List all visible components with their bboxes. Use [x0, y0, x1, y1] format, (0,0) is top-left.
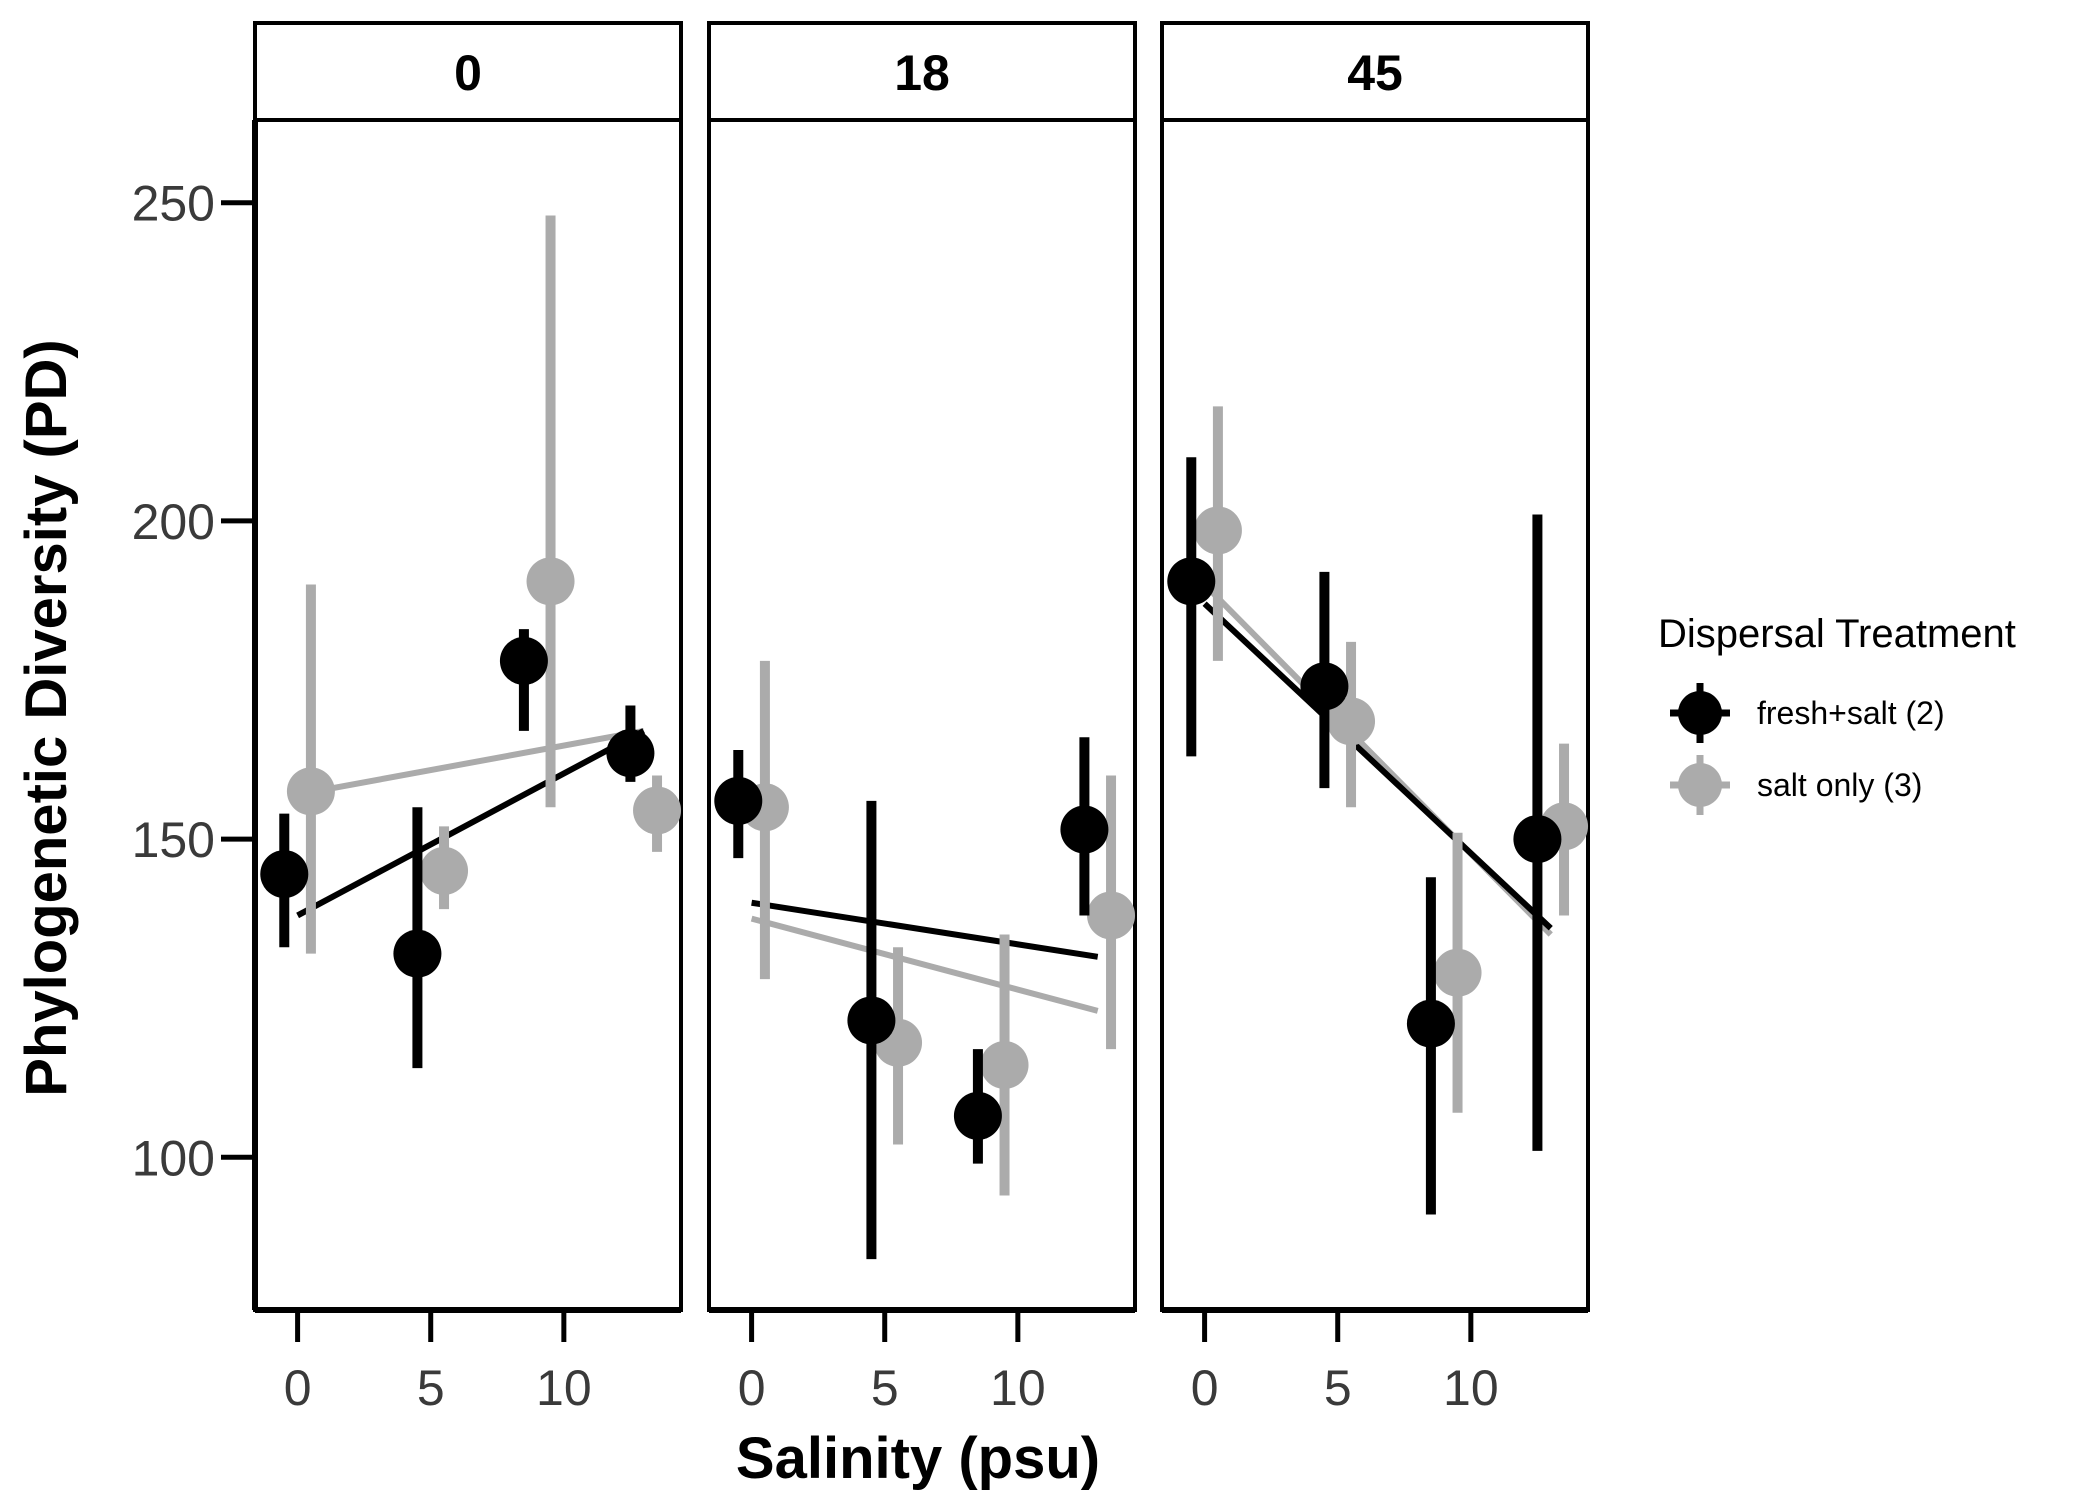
- data-point: [606, 729, 655, 778]
- y-axis-title: Phylogenetic Diversity (PD): [14, 339, 79, 1096]
- data-point: [260, 850, 309, 899]
- facet-strip-label: 0: [454, 45, 482, 101]
- legend-label: salt only (3): [1757, 767, 1922, 803]
- data-point: [1087, 891, 1136, 940]
- fit-line: [750, 915, 1099, 1014]
- facet-panel-45: 45: [1160, 21, 1590, 1312]
- facet-strip: [253, 21, 683, 122]
- data-point: [1327, 697, 1376, 746]
- data-point: [526, 557, 575, 606]
- panels: 0 18 45: [253, 21, 1590, 1312]
- data-point: [633, 786, 682, 835]
- data-point: [1167, 557, 1216, 606]
- x-tick-label: 10: [1443, 1360, 1499, 1416]
- fit-line: [751, 899, 1099, 960]
- data-point: [1300, 662, 1349, 711]
- facet-strip-label: 45: [1347, 45, 1403, 101]
- y-tick-label: 200: [132, 494, 215, 550]
- fit-line: [296, 728, 646, 919]
- legend: Dispersal Treatment fresh+salt (2) salt o…: [1658, 612, 2016, 815]
- fit-line: [297, 727, 645, 798]
- y-tick-label: 150: [132, 812, 215, 868]
- data-point: [393, 929, 442, 978]
- data-point: [1433, 948, 1482, 997]
- y-tick-label: 250: [132, 176, 215, 232]
- legend-title: Dispersal Treatment: [1658, 612, 2016, 656]
- data-point: [1060, 805, 1109, 854]
- legend-key-point: [1678, 691, 1722, 735]
- data-point: [420, 846, 469, 895]
- data-point: [1406, 999, 1455, 1048]
- legend-label: fresh+salt (2): [1757, 695, 1945, 731]
- data-point: [714, 776, 763, 825]
- facet-panel-18: 18: [707, 21, 1137, 1312]
- x-tick-label: 5: [417, 1360, 445, 1416]
- fit-line: [1202, 601, 1553, 931]
- x-axes: 0 5 10 0 5 10 0 5 10: [255, 1307, 1588, 1416]
- x-tick-label: 0: [284, 1360, 312, 1416]
- facet-panel-0: 0: [253, 21, 683, 1312]
- y-axis: 100 150 200 250: [132, 120, 258, 1310]
- data-point: [286, 767, 335, 816]
- facet-strip: [707, 21, 1137, 122]
- y-tick-label: 100: [132, 1130, 215, 1186]
- data-point: [980, 1041, 1029, 1089]
- x-tick-label: 5: [871, 1360, 899, 1416]
- facet-strip-label: 18: [894, 45, 950, 101]
- data-point: [953, 1091, 1002, 1140]
- data-point: [499, 636, 548, 685]
- data-point: [847, 996, 896, 1045]
- x-tick-label: 0: [1191, 1360, 1219, 1416]
- data-point: [1193, 506, 1242, 555]
- x-tick-label: 5: [1324, 1360, 1352, 1416]
- x-tick-label: 10: [536, 1360, 592, 1416]
- x-tick-label: 0: [738, 1360, 766, 1416]
- legend-key-point: [1678, 763, 1722, 807]
- x-axis-title: Salinity (psu): [736, 1426, 1100, 1491]
- x-tick-label: 10: [990, 1360, 1046, 1416]
- data-point: [1513, 815, 1562, 864]
